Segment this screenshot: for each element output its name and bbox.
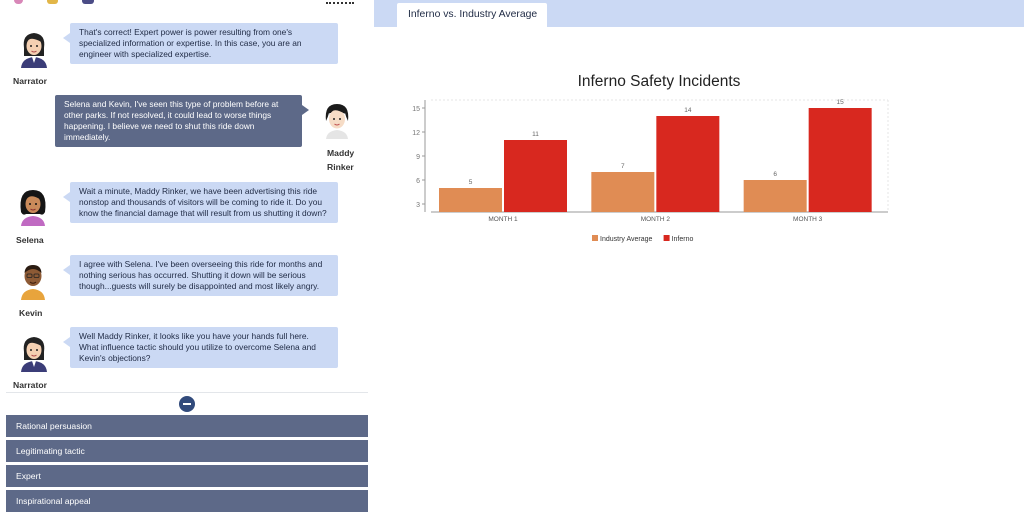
maddy-avatar (325, 104, 349, 139)
speaker-label-kevin: Kevin (19, 308, 43, 318)
bar-industry-average (743, 180, 807, 212)
speaker-label-maddy: Maddy (327, 148, 355, 158)
top-icon-strip (0, 0, 374, 6)
collapse-minus-icon[interactable] (179, 396, 195, 412)
message-bubble: Well Maddy Rinker, it looks like you hav… (63, 327, 338, 368)
legend-label: Inferno (672, 236, 694, 243)
tab-bar: Inferno vs. Industry Average (374, 0, 1024, 29)
avatar-thumb-icon[interactable] (14, 0, 23, 4)
y-tick-label: 15 (412, 106, 420, 113)
speaker-label-narrator: Narrator (13, 76, 47, 86)
option-inspirational-appeal[interactable]: Inspirational appeal (6, 490, 368, 512)
bar-inferno (656, 116, 720, 212)
tab-inferno-vs-industry[interactable]: Inferno vs. Industry Average (397, 3, 547, 29)
bar-value-label: 14 (684, 107, 692, 114)
bar-value-label: 6 (773, 171, 777, 178)
bar-industry-average (591, 172, 655, 212)
y-tick-label: 12 (412, 130, 420, 137)
y-tick-label: 9 (416, 154, 420, 161)
option-expert[interactable]: Expert (6, 465, 368, 487)
bar-value-label: 15 (837, 99, 845, 106)
bar-inferno (808, 108, 872, 212)
speaker-label-selena: Selena (16, 235, 44, 245)
more-dots-icon[interactable] (326, 2, 354, 4)
y-tick-label: 6 (416, 178, 420, 185)
avatar-thumb-icon[interactable] (47, 0, 58, 4)
narrator-avatar (21, 337, 47, 372)
conversation-pane: Narrator That's correct! Expert power is… (0, 0, 374, 526)
avatar-thumb-icon[interactable] (82, 0, 94, 4)
bar-industry-average (439, 188, 502, 212)
bar-value-label: 5 (469, 179, 473, 186)
chart-pane: Inferno vs. Industry Average Inferno Saf… (374, 0, 1024, 526)
speaker-label-narrator: Narrator (13, 380, 47, 390)
bar-value-label: 7 (621, 163, 625, 170)
message-bubble: Wait a minute, Maddy Rinker, we have bee… (63, 182, 338, 223)
message-bubble: Selena and Kevin, I've seen this type of… (55, 95, 309, 147)
y-tick-label: 3 (416, 202, 420, 209)
bar-chart: 3 6 9 12 15 5 11 MONTH 1 7 14 MONTH 2 6 15 MONTH 3 Ind… (412, 99, 889, 243)
narrator-avatar (21, 33, 47, 68)
bar-value-label: 11 (532, 131, 539, 138)
legend-swatch (592, 235, 598, 241)
bar-inferno (504, 140, 567, 212)
x-tick-label: MONTH 1 (488, 216, 518, 223)
kevin-avatar (21, 265, 45, 300)
message-bubble: That's correct! Expert power is power re… (63, 23, 338, 64)
divider (6, 392, 368, 393)
option-legitimating-tactic[interactable]: Legitimating tactic (6, 440, 368, 462)
selena-avatar (20, 190, 46, 226)
x-tick-label: MONTH 2 (641, 216, 671, 223)
legend-label: Industry Average (600, 236, 653, 243)
message-bubble: I agree with Selena. I've been overseein… (63, 255, 338, 296)
speaker-label-rinker: Rinker (327, 162, 354, 172)
chart-title: Inferno Safety Incidents (577, 73, 741, 90)
legend-swatch (663, 235, 670, 241)
option-rational-persuasion[interactable]: Rational persuasion (6, 415, 368, 437)
x-tick-label: MONTH 3 (793, 216, 823, 223)
